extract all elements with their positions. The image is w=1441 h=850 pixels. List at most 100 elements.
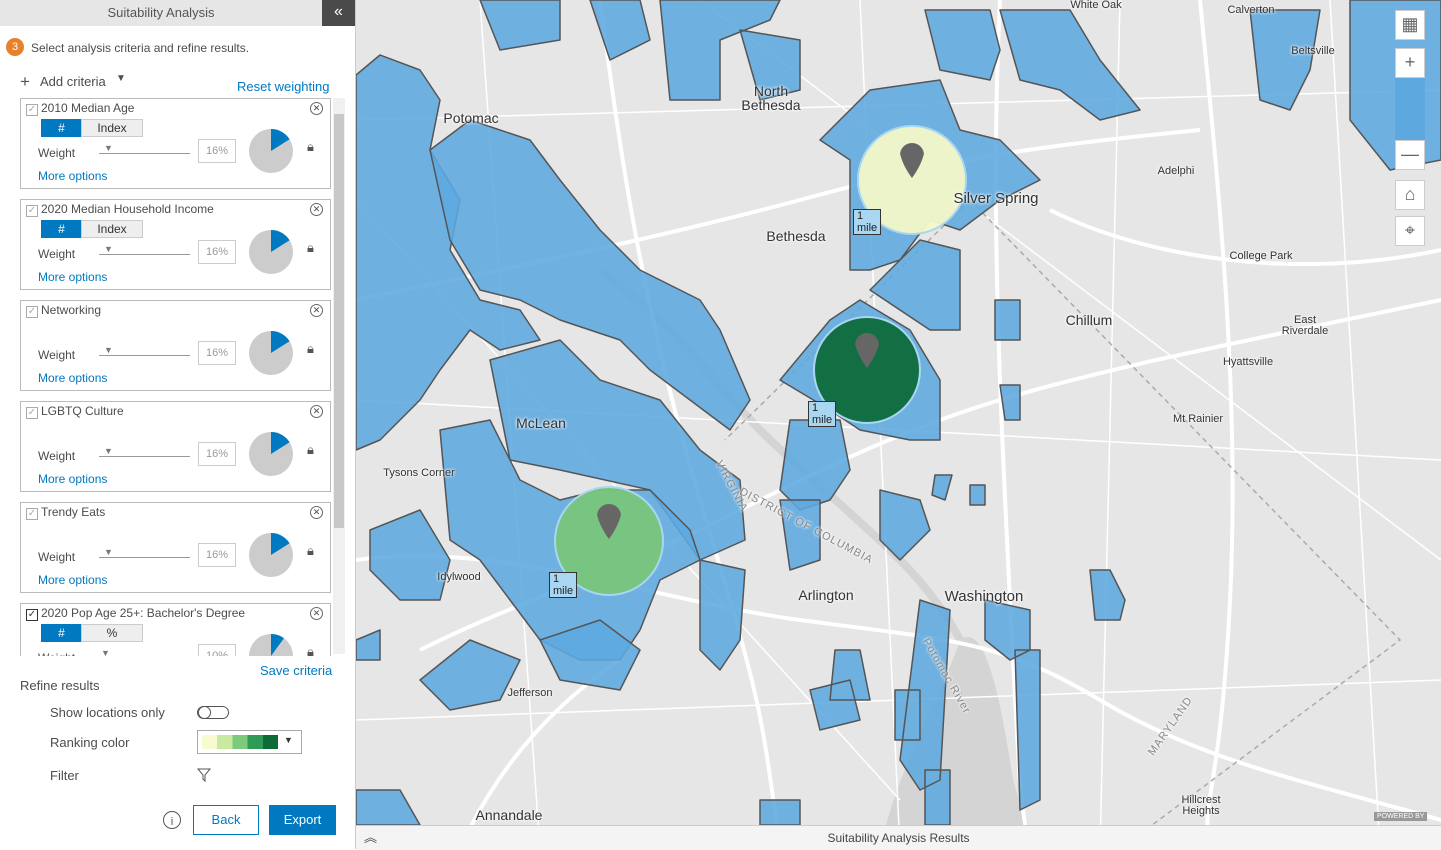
collapse-button[interactable]: « — [322, 0, 355, 26]
more-options[interactable]: More options — [38, 573, 108, 587]
back-button[interactable]: Back — [193, 805, 259, 835]
panel-title: Suitability Analysis — [0, 0, 322, 26]
slider-thumb[interactable]: ▼ — [104, 446, 113, 456]
place-label: McLean — [516, 415, 566, 431]
slider-thumb[interactable]: ▼ — [104, 143, 113, 153]
location-buffer[interactable] — [857, 125, 967, 235]
checkbox[interactable]: ✓ — [26, 407, 38, 419]
value-toggle[interactable]: # — [41, 624, 82, 642]
place-label: Adelphi — [1157, 165, 1195, 177]
value-toggle[interactable]: Index — [81, 119, 143, 137]
more-options[interactable]: More options — [38, 371, 108, 385]
slider-thumb[interactable]: ▼ — [101, 648, 110, 656]
save-criteria[interactable]: Save criteria — [260, 663, 333, 678]
more-options[interactable]: More options — [38, 270, 108, 284]
remove-button[interactable]: ✕ — [310, 203, 323, 216]
zoom-slider[interactable] — [1395, 78, 1425, 140]
weight-input[interactable]: 16% — [198, 139, 236, 163]
scrollbar[interactable] — [333, 98, 345, 654]
value-toggle[interactable]: Index — [81, 220, 143, 238]
locate-button[interactable]: ⌖ — [1395, 216, 1425, 246]
remove-button[interactable]: ✕ — [310, 405, 323, 418]
slider-track[interactable] — [99, 355, 190, 356]
value-toggle[interactable]: # — [41, 119, 82, 137]
home-button[interactable]: ⌂ — [1395, 180, 1425, 210]
add-icon[interactable]: + — [20, 72, 30, 91]
checkbox[interactable]: ✓ — [26, 104, 38, 116]
locations — [554, 125, 967, 596]
criteria-name: 2020 Median Household Income — [41, 202, 214, 216]
place-label: Mt Rainier — [1172, 413, 1224, 425]
basemap-button[interactable]: ▦ — [1395, 10, 1425, 40]
place-label: Beltsville — [1291, 45, 1335, 57]
lock-icon[interactable]: 🔒︎ — [307, 644, 314, 656]
remove-button[interactable]: ✕ — [310, 102, 323, 115]
lock-icon[interactable]: 🔒︎ — [307, 139, 314, 154]
value-toggle[interactable]: # — [41, 220, 82, 238]
toggle-switch[interactable] — [197, 706, 229, 719]
step-badge: 3 — [6, 38, 24, 56]
area — [356, 54, 541, 451]
criteria-card: ✓ Networking ✕ Weight ▼ 16% 🔒︎ More options — [20, 300, 331, 391]
criteria-card: ✓ LGBTQ Culture ✕ Weight ▼ 16% 🔒︎ More options — [20, 401, 331, 492]
place-label: North Bethesda — [741, 83, 801, 113]
remove-button[interactable]: ✕ — [310, 607, 323, 620]
scroll-thumb[interactable] — [334, 114, 344, 528]
map[interactable]: White Oak Calverton Beltsville North Bethes… — [356, 0, 1441, 825]
reset-weighting[interactable]: Reset weighting — [237, 79, 330, 94]
weight-label: Weight — [38, 247, 76, 261]
place-label: Chillum — [1065, 312, 1113, 328]
info-circle — [163, 811, 181, 829]
refine-title: Refine results — [20, 678, 100, 693]
export-button[interactable]: Export — [269, 805, 336, 835]
results-bar[interactable]: ︽ Suitability Analysis Results — [356, 825, 1441, 850]
location-pin[interactable] — [597, 504, 621, 539]
info-icon[interactable]: i — [162, 810, 182, 830]
lock-icon[interactable]: 🔒︎ — [307, 240, 314, 255]
checkbox[interactable]: ✓ — [26, 306, 38, 318]
place-label: Arlington — [798, 587, 854, 603]
slider-track[interactable] — [99, 557, 190, 558]
slider-track[interactable] — [99, 153, 190, 154]
dc-boundary — [724, 199, 1402, 825]
weight-input[interactable]: 16% — [198, 240, 236, 264]
pie-wedge — [271, 230, 290, 252]
checkbox[interactable]: ✓ — [26, 609, 38, 621]
area — [924, 0, 1441, 171]
zoom-out[interactable]: — — [1395, 140, 1425, 170]
location-buffer[interactable] — [813, 316, 921, 424]
slider-thumb[interactable]: ▼ — [104, 345, 113, 355]
dropdown-arrow: ▼ — [116, 73, 126, 84]
remove-button[interactable]: ✕ — [310, 304, 323, 317]
checkbox[interactable]: ✓ — [26, 508, 38, 520]
slider-track[interactable] — [99, 254, 190, 255]
weight-input[interactable]: 16% — [198, 543, 236, 567]
lock-icon[interactable]: 🔒︎ — [307, 543, 314, 558]
slider-thumb[interactable]: ▼ — [104, 547, 113, 557]
show-locations-label: Show locations only — [50, 705, 165, 720]
lock-icon[interactable]: 🔒︎ — [307, 442, 314, 457]
color-ramp-select[interactable]: ▼ — [197, 730, 302, 754]
weight-input[interactable]: 10% — [198, 644, 236, 656]
checkbox[interactable]: ✓ — [26, 205, 38, 217]
area — [489, 339, 746, 561]
location-pin[interactable] — [900, 143, 924, 178]
slider-thumb[interactable]: ▼ — [104, 244, 113, 254]
location-pin[interactable] — [855, 333, 879, 368]
expand-icon[interactable]: ︽ — [364, 830, 378, 845]
zoom-in[interactable]: + — [1395, 48, 1425, 78]
filter-icon[interactable] — [196, 767, 212, 783]
filter-shape — [196, 768, 212, 783]
weight-input[interactable]: 16% — [198, 442, 236, 466]
value-toggle[interactable]: % — [81, 624, 143, 642]
filter-label: Filter — [50, 768, 79, 783]
weight-input[interactable]: 16% — [198, 341, 236, 365]
more-options[interactable]: More options — [38, 472, 108, 486]
remove-button[interactable]: ✕ — [310, 506, 323, 519]
location-buffer[interactable] — [554, 486, 664, 596]
slider-track[interactable] — [99, 456, 190, 457]
radius-label: 1 mile — [549, 572, 578, 598]
add-criteria[interactable]: Add criteria — [40, 74, 106, 89]
lock-icon[interactable]: 🔒︎ — [307, 341, 314, 356]
more-options[interactable]: More options — [38, 169, 108, 183]
